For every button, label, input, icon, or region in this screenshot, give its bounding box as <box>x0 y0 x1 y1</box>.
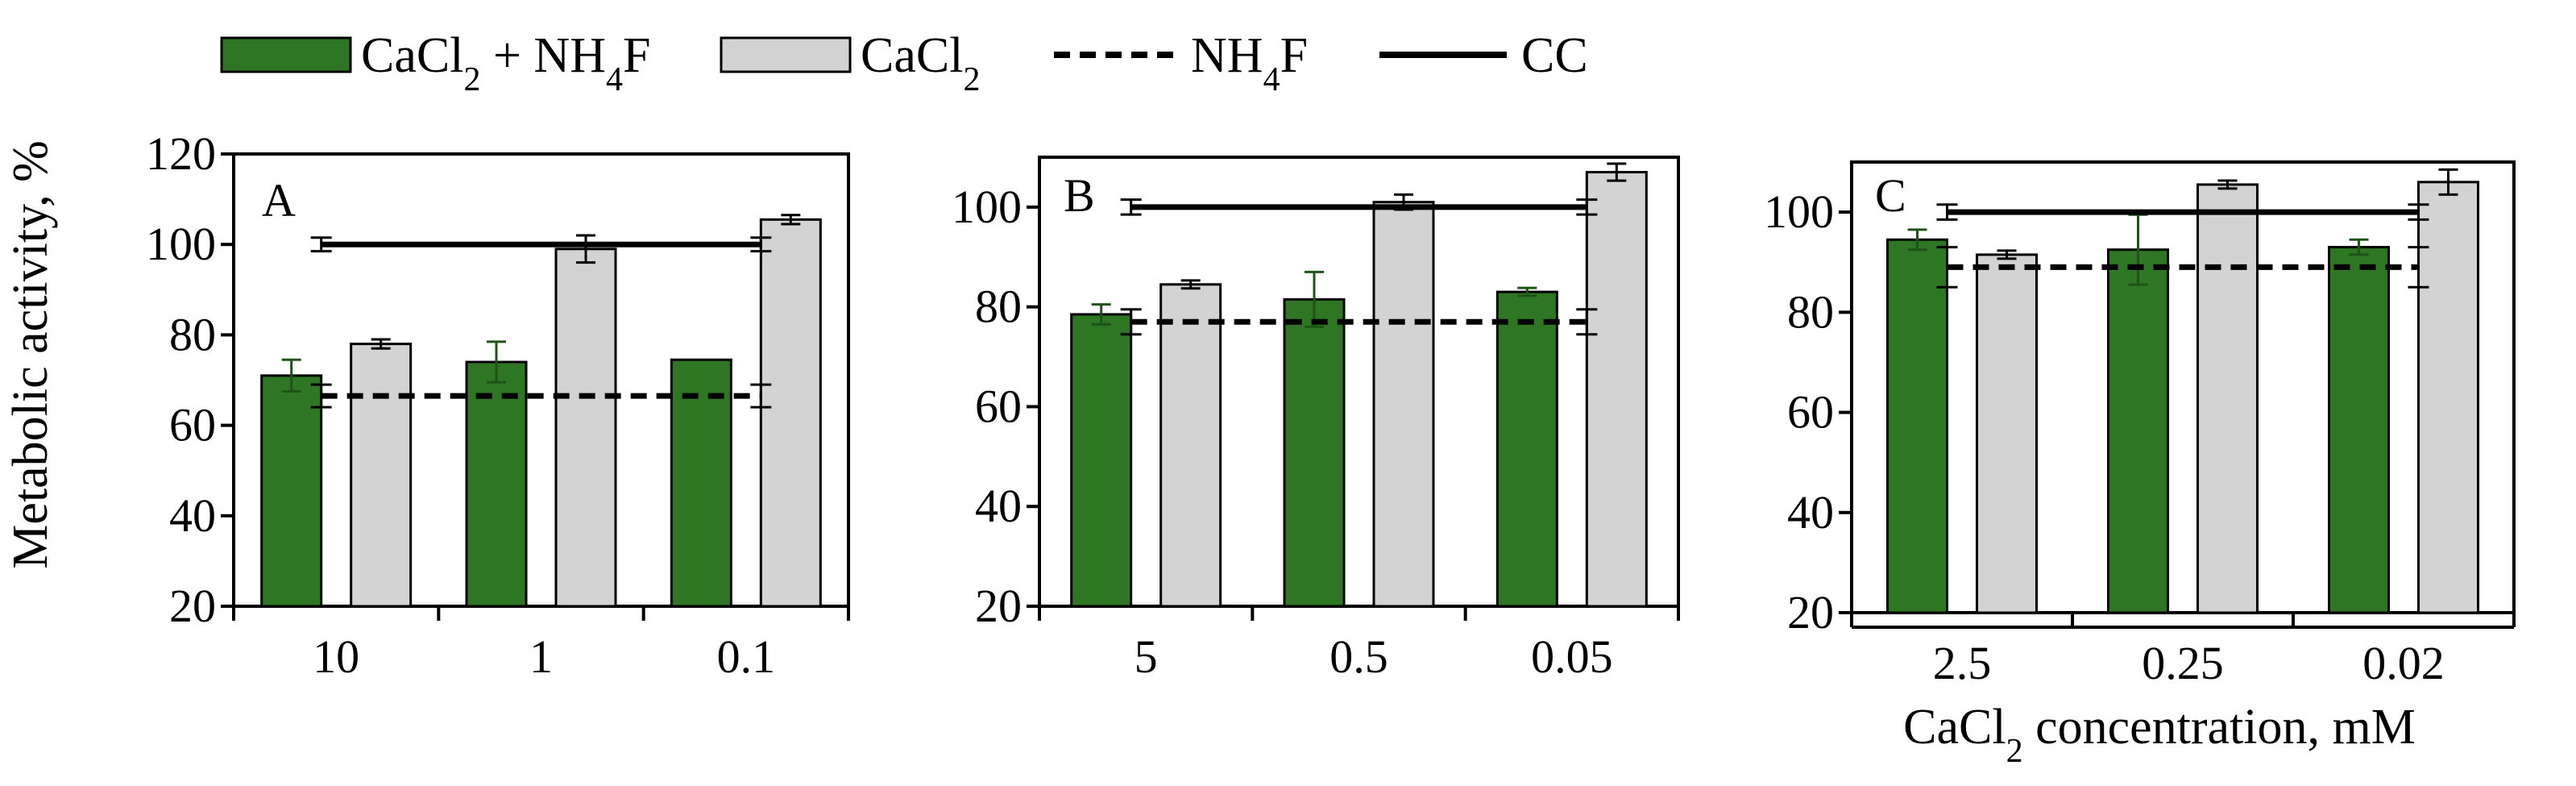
legend-swatch-cacl2 <box>720 36 852 73</box>
bar-cacl2 <box>350 343 413 608</box>
x-axis-label: CaCl2 concentration, mM <box>1903 700 2416 770</box>
bar-cacl2 <box>1159 283 1222 608</box>
bar-combo <box>1886 238 1948 614</box>
legend-label-cacl2: CaCl2 <box>861 28 980 98</box>
x-tick-label: 10 <box>313 630 359 683</box>
panel-c: C 20 40 60 80 100 2.5 0.25 0.02 <box>1764 160 2516 689</box>
x-axis-label-main: CaCl <box>1903 700 2006 755</box>
y-tick-label: 60 <box>975 380 1022 432</box>
panel-label: C <box>1875 169 1906 222</box>
reference-line-cc <box>1936 203 2429 221</box>
bar-combo <box>465 360 528 608</box>
legend-item-nh4f: NH4F <box>1054 28 1308 98</box>
x-tick-label: 5 <box>1135 630 1158 683</box>
x-tick-label: 0.25 <box>2142 637 2224 689</box>
bar-combo <box>1495 290 1558 608</box>
plot-frame <box>232 152 850 608</box>
y-tick-label: 120 <box>146 127 216 180</box>
x-axis-label-rest: concentration, mM <box>2023 700 2416 755</box>
bar-combo <box>1283 297 1346 608</box>
x-axis-label-sub: 2 <box>2006 733 2023 770</box>
legend: CaCl2 + NH4F CaCl2 NH4F CC <box>220 28 1588 98</box>
y-tick-label: 40 <box>975 480 1022 532</box>
y-tick-label: 100 <box>146 218 216 270</box>
bar-combo <box>1070 313 1133 608</box>
error-bar-combo <box>281 358 301 393</box>
error-bar-combo <box>487 340 506 384</box>
y-tick-label: 100 <box>952 181 1022 233</box>
bar-cacl2 <box>1585 171 1648 608</box>
reference-line-nh4f <box>1120 308 1598 336</box>
bar-cacl2 <box>759 218 822 608</box>
reference-line-cc <box>310 236 772 253</box>
plot-frame <box>1850 160 2516 614</box>
bar-combo <box>670 358 732 608</box>
y-tick-label: 40 <box>1787 486 1834 539</box>
error-bar-cacl2 <box>576 234 595 264</box>
panel-label: B <box>1064 169 1095 222</box>
legend-swatch-combo <box>220 36 352 73</box>
y-tick-label: 80 <box>169 308 216 360</box>
bar-cacl2 <box>2417 181 2479 614</box>
reference-line-cc <box>1120 198 1598 216</box>
error-bar-combo <box>2349 238 2369 256</box>
x-tick-label: 0.05 <box>1531 630 1613 683</box>
bar-cacl2 <box>1976 253 2038 614</box>
legend-label-cc: CC <box>1521 28 1588 83</box>
error-bar-combo <box>1907 228 1927 252</box>
y-tick-label: 40 <box>169 489 216 542</box>
bar-combo <box>260 374 323 608</box>
x-tick-label: 2.5 <box>1933 637 1992 689</box>
bar-cacl2 <box>1372 201 1435 608</box>
plot-frame <box>1038 156 1680 608</box>
reference-line-nh4f <box>310 383 772 409</box>
error-bar-cacl2 <box>2438 168 2458 196</box>
y-axis-label: Metabolic activity, % <box>3 140 58 568</box>
y-tick-label: 20 <box>169 580 216 632</box>
x-tick-label: 0.02 <box>2362 637 2445 689</box>
y-tick-label: 20 <box>1787 586 1834 638</box>
x-tick-label: 1 <box>529 630 553 683</box>
error-bar-cacl2 <box>781 214 801 226</box>
legend-item-combo: CaCl2 + NH4F <box>220 28 650 98</box>
error-bar-cacl2 <box>1180 279 1201 290</box>
error-bar-cacl2 <box>371 338 391 350</box>
legend-item-cc: CC <box>1379 28 1588 83</box>
bar-cacl2 <box>2196 183 2259 614</box>
x-tick-label: 0.5 <box>1329 630 1388 683</box>
x-tick-label: 0.1 <box>717 630 776 683</box>
reference-line-nh4f <box>1936 246 2429 289</box>
legend-label-combo: CaCl2 + NH4F <box>361 28 650 98</box>
error-bar-combo <box>1091 303 1111 326</box>
y-tick-label: 20 <box>975 580 1022 632</box>
y-tick-label: 100 <box>1764 185 1834 238</box>
y-tick-label: 80 <box>975 281 1022 333</box>
legend-label-nh4f: NH4F <box>1191 28 1308 98</box>
panel-label: A <box>262 174 296 227</box>
panel-a: A 20 40 60 80 100 120 10 1 0.1 <box>146 127 850 683</box>
bar-cacl2 <box>554 247 617 608</box>
bar-combo <box>2328 246 2390 614</box>
error-bar-combo <box>1305 270 1324 328</box>
panels: A 20 40 60 80 100 120 10 1 0.1 B 20 40 60 80 100 5 0.5 0.0… <box>146 127 2516 689</box>
error-bar-cacl2 <box>2217 179 2238 190</box>
panel-b: B 20 40 60 80 100 5 0.5 0.05 <box>952 156 1680 683</box>
legend-item-cacl2: CaCl2 <box>720 28 980 98</box>
y-tick-label: 60 <box>1787 386 1834 439</box>
error-bar-cacl2 <box>1607 162 1627 182</box>
bar-combo <box>2107 248 2169 614</box>
error-bar-cacl2 <box>1997 249 2017 260</box>
y-tick-label: 60 <box>169 399 216 451</box>
y-tick-label: 80 <box>1787 285 1834 338</box>
error-bar-combo <box>1517 286 1537 297</box>
